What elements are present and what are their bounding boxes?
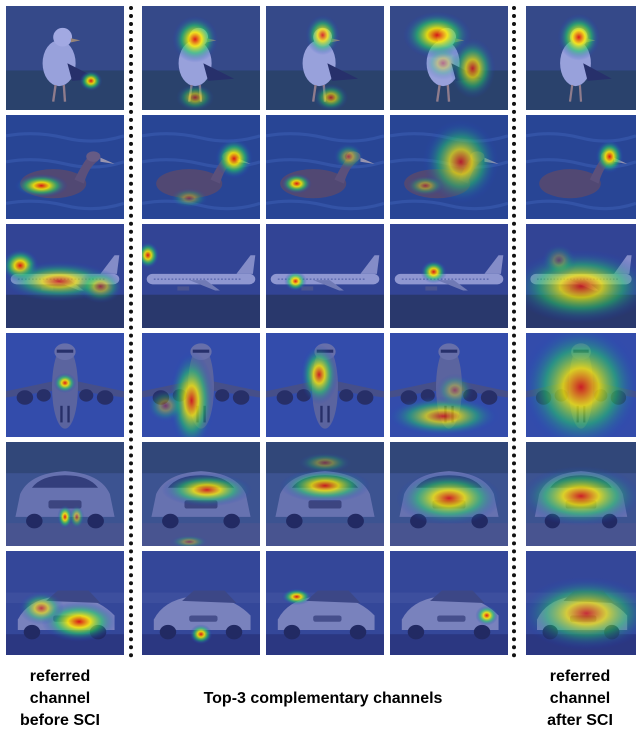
heatmap-cell-airliner-front-col2	[142, 333, 260, 437]
heatmap-cell-gull-col1	[6, 6, 124, 110]
divider-left	[129, 6, 133, 658]
heatmap-cell-albatross-col1	[6, 115, 124, 219]
heatmap-cell-car-three-quarter-col5	[526, 551, 636, 655]
heatmap-cell-airliner-front-col5	[526, 333, 636, 437]
caption-after-sci: referred channel after SCI	[547, 668, 613, 729]
heatmap-cell-gull-col5	[526, 6, 636, 110]
heatmap-cell-gull-col2	[142, 6, 260, 110]
heatmap-cell-car-front-col1	[6, 442, 124, 546]
heatmap-cell-airliner-front-col4	[390, 333, 508, 437]
heatmap-cell-airliner-side-col2	[142, 224, 260, 328]
heatmap-cell-car-front-col2	[142, 442, 260, 546]
heatmap-cell-gull-col4	[390, 6, 508, 110]
heatmap-cell-albatross-col2	[142, 115, 260, 219]
heatmap-cell-car-three-quarter-col3	[266, 551, 384, 655]
heatmap-cell-albatross-col5	[526, 115, 636, 219]
heatmap-cell-airliner-side-col1	[6, 224, 124, 328]
heatmap-cell-car-three-quarter-col4	[390, 551, 508, 655]
heatmap-cell-airliner-side-col5	[526, 224, 636, 328]
heatmap-cell-gull-col3	[266, 6, 384, 110]
heatmap-cell-airliner-front-col1	[6, 333, 124, 437]
heatmap-cell-car-front-col4	[390, 442, 508, 546]
heatmap-cell-airliner-front-col3	[266, 333, 384, 437]
heatmap-cell-airliner-side-col4	[390, 224, 508, 328]
heatmap-cell-car-three-quarter-col2	[142, 551, 260, 655]
heatmap-cell-airliner-side-col3	[266, 224, 384, 328]
heatmap-cell-albatross-col4	[390, 115, 508, 219]
caption-before-sci: referred channel before SCI	[19, 668, 100, 729]
heatmap-cell-car-three-quarter-col1	[6, 551, 124, 655]
heatmap-cell-car-front-col3	[266, 442, 384, 546]
caption-complementary-channels: Top-3 complementary channels	[203, 690, 443, 707]
heatmap-cell-car-front-col5	[526, 442, 636, 546]
divider-right	[512, 6, 516, 658]
heatmap-cell-albatross-col3	[266, 115, 384, 219]
